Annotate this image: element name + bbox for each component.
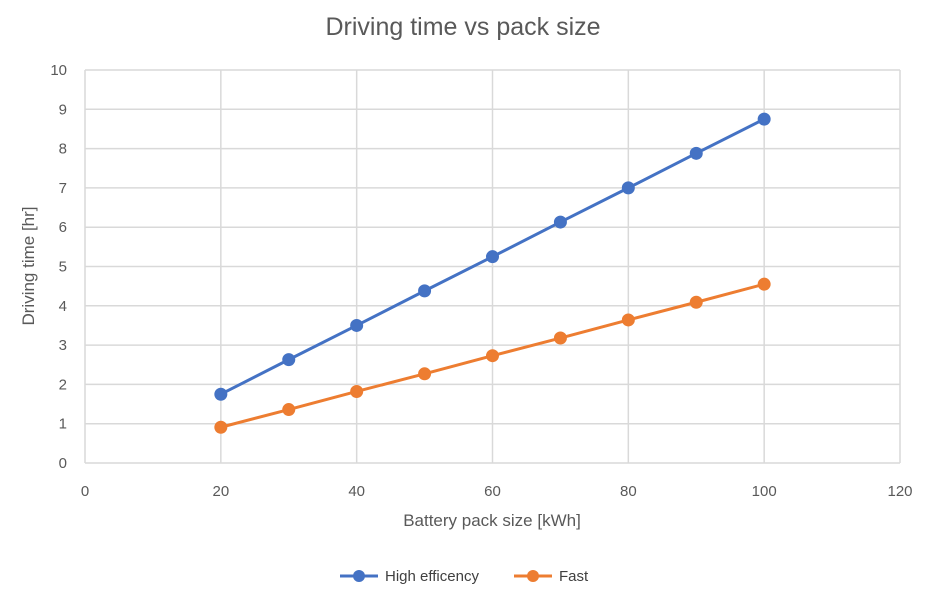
data-point	[689, 146, 703, 160]
data-point	[553, 215, 567, 229]
data-point	[282, 353, 296, 367]
data-point	[621, 313, 635, 327]
legend-item: High efficency	[340, 568, 479, 585]
x-tick-label: 60	[484, 483, 501, 500]
y-tick-label: 7	[59, 180, 67, 197]
y-tick-label: 4	[59, 298, 67, 315]
legend-item: Fast	[514, 568, 589, 585]
data-point	[486, 250, 499, 264]
data-point	[757, 277, 771, 291]
x-tick-label: 20	[212, 483, 229, 500]
x-tick-label: 100	[752, 483, 777, 500]
data-point	[486, 349, 499, 363]
y-tick-label: 6	[59, 219, 67, 236]
data-point	[689, 295, 703, 309]
data-point	[350, 318, 364, 332]
series-1	[214, 277, 771, 434]
legend: High efficency Fast	[340, 568, 589, 585]
data-point	[214, 387, 228, 401]
data-point	[282, 403, 296, 417]
y-tick-label: 1	[59, 416, 67, 433]
data-point	[418, 367, 432, 381]
x-axis-title: Battery pack size [kWh]	[403, 511, 581, 530]
legend-marker	[353, 570, 365, 582]
data-point	[418, 284, 432, 298]
y-tick-label: 5	[59, 259, 67, 276]
legend-label: Fast	[559, 568, 589, 585]
series-layer	[214, 112, 771, 434]
data-point	[214, 420, 228, 434]
y-tick-label: 3	[59, 337, 67, 354]
y-axis-title: Driving time [hr]	[19, 206, 38, 325]
y-tick-label: 0	[59, 455, 67, 472]
gridlines	[84, 69, 901, 464]
chart-title: Driving time vs pack size	[325, 13, 600, 41]
y-tick-label: 10	[50, 62, 67, 79]
data-point	[757, 112, 771, 126]
x-tick-label: 120	[887, 483, 912, 500]
data-point	[350, 384, 364, 398]
x-tick-label: 40	[348, 483, 365, 500]
data-point	[621, 181, 635, 195]
data-point	[553, 331, 567, 345]
y-tick-label: 9	[59, 101, 67, 118]
x-tick-label: 80	[620, 483, 637, 500]
x-tick-label: 0	[81, 483, 89, 500]
series-0	[214, 112, 771, 401]
y-tick-label: 2	[59, 376, 67, 393]
y-tick-label: 8	[59, 141, 67, 158]
legend-marker	[527, 570, 539, 582]
legend-label: High efficency	[385, 568, 479, 585]
